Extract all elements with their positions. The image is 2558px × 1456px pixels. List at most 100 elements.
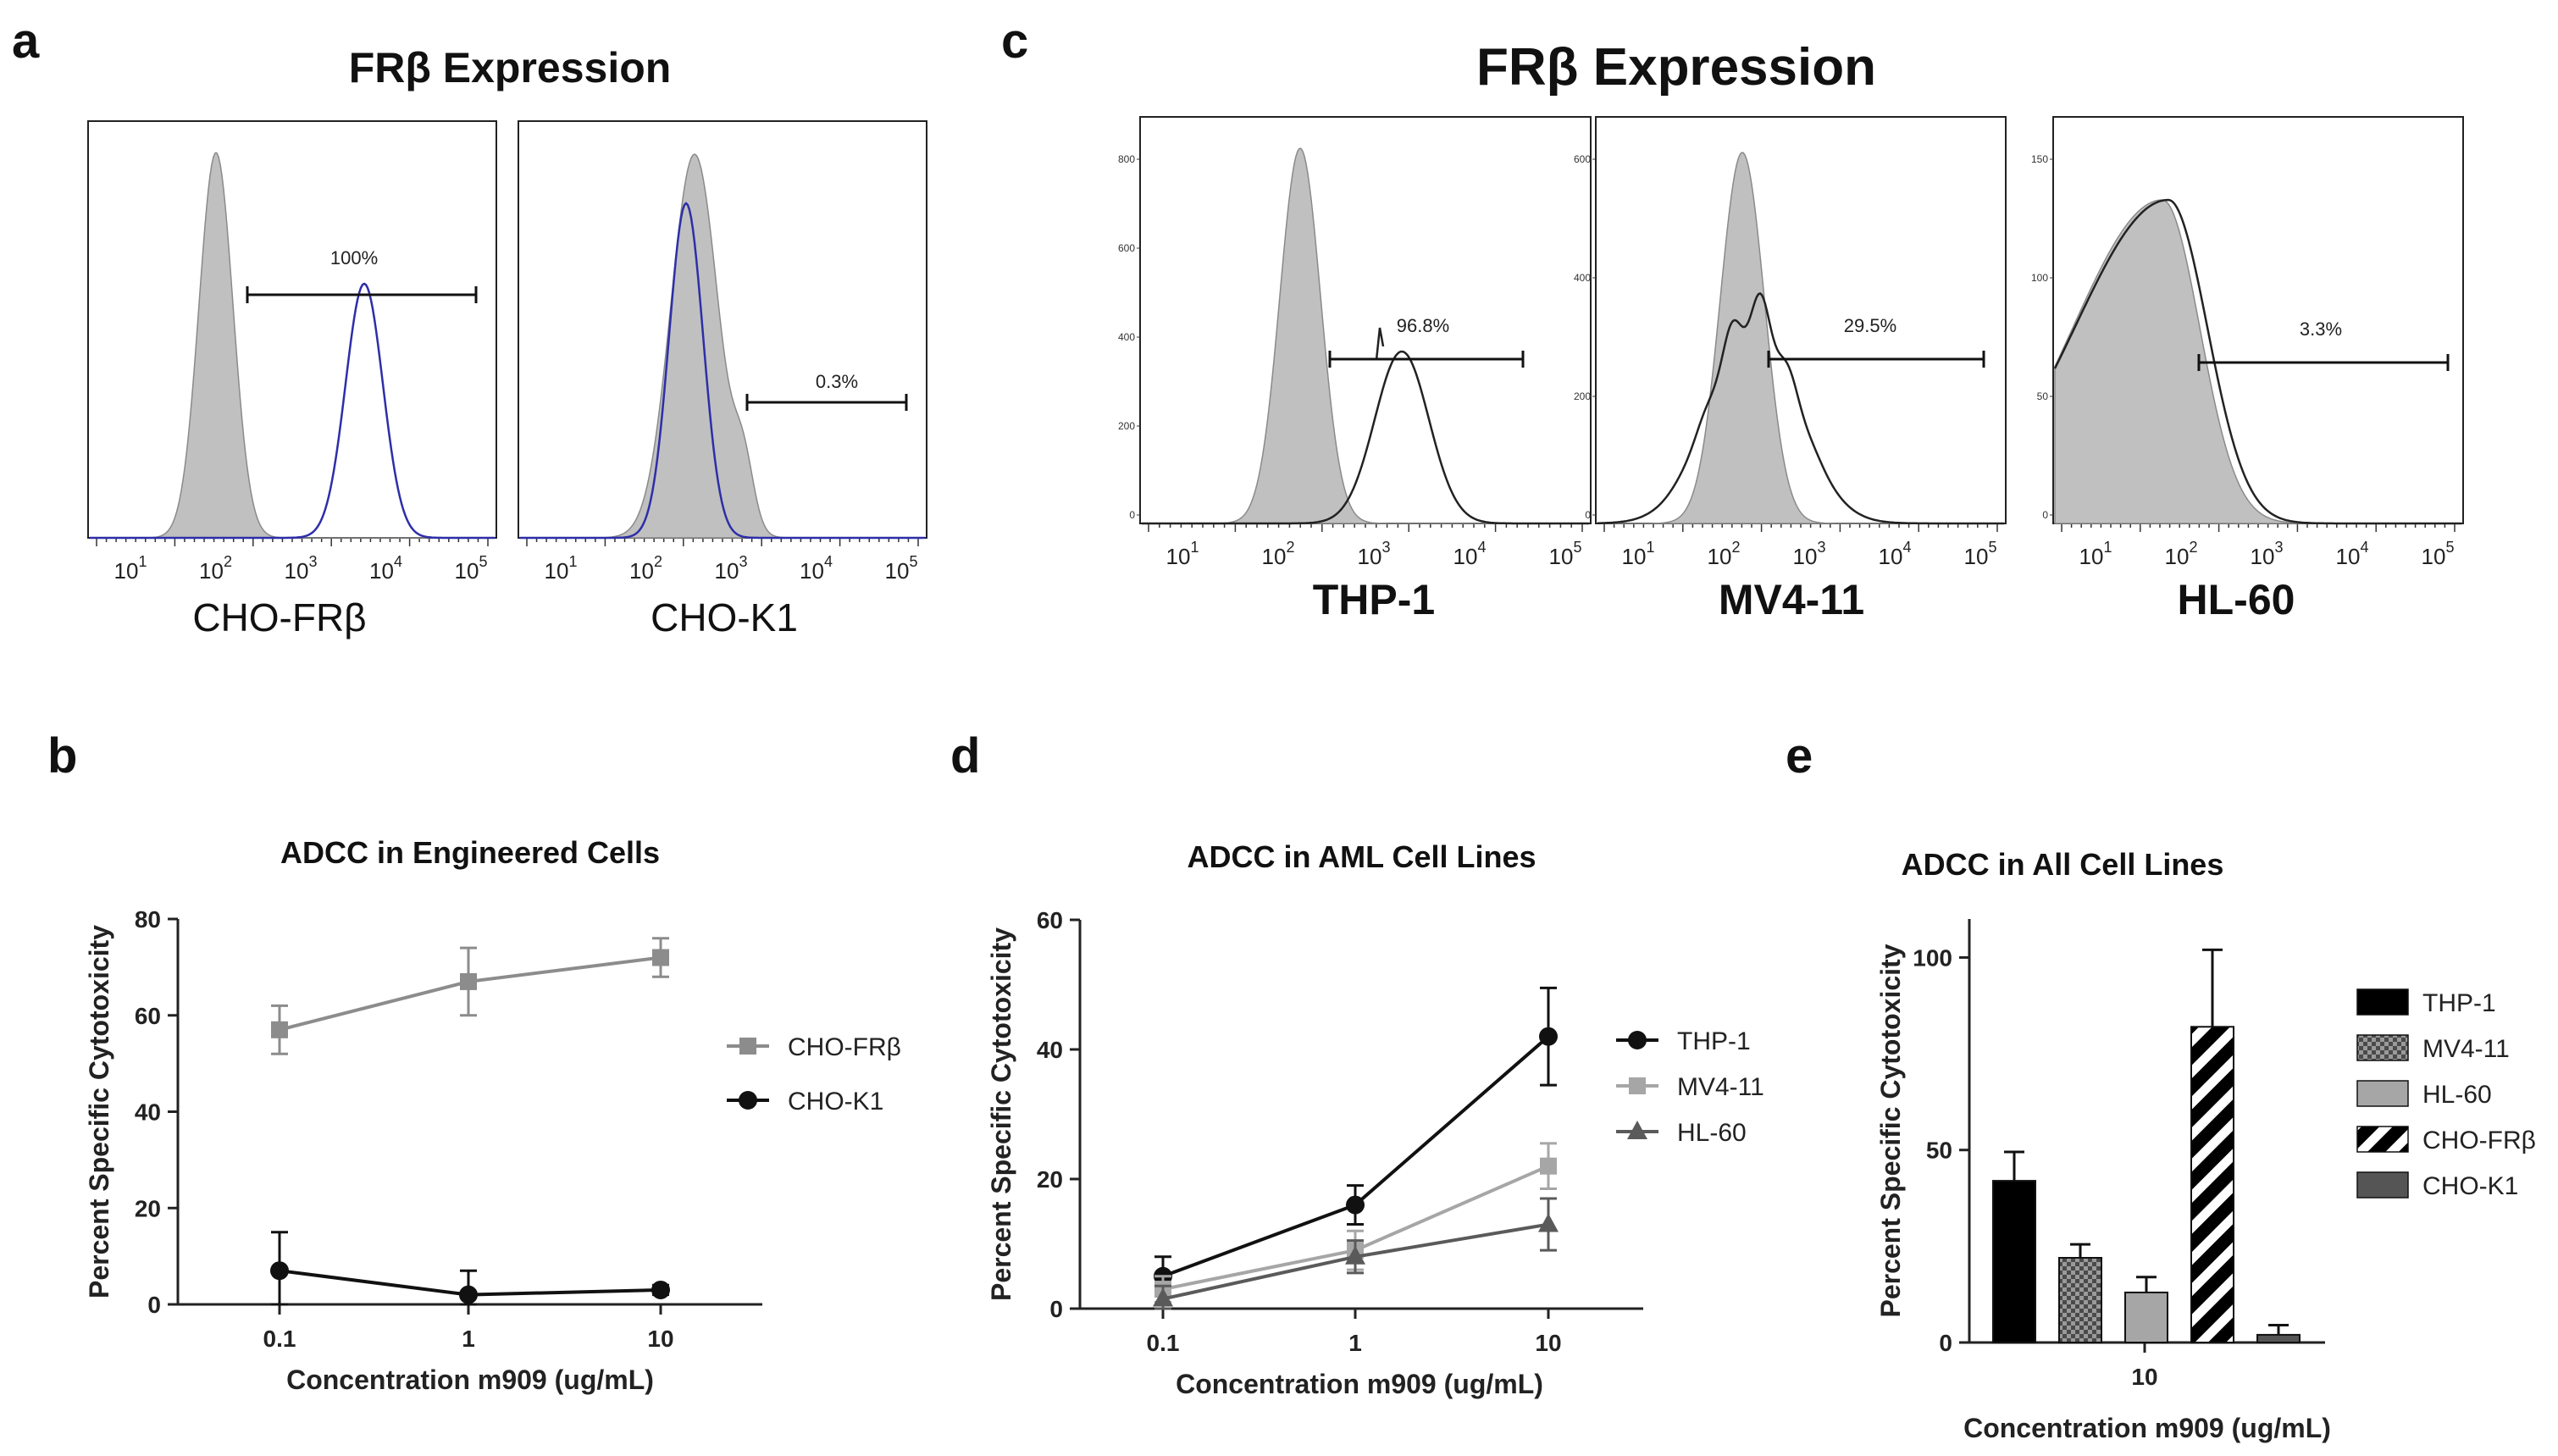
panel-label-c: c xyxy=(1001,14,1028,69)
y-tick-label: 600 xyxy=(1574,153,1591,165)
x-tick-label: 103 xyxy=(2251,539,2284,569)
y-tick-label: 0 xyxy=(147,1292,161,1318)
x-tick-exponent: 3 xyxy=(1381,539,1390,556)
x-tick-exponent: 2 xyxy=(224,553,232,570)
data-point xyxy=(1153,1287,1173,1307)
x-tick-label: 105 xyxy=(885,553,918,584)
data-point xyxy=(271,1021,288,1038)
series-CHO-K1: CHO-K1 xyxy=(270,1088,883,1306)
x-tick-exponent: 1 xyxy=(1646,539,1654,556)
legend-marker xyxy=(1629,1077,1646,1094)
y-tick-label: 80 xyxy=(135,906,161,933)
legend-label: THP-1 xyxy=(1677,1027,1751,1055)
x-tick-exponent: 3 xyxy=(2274,539,2283,556)
legend-swatch xyxy=(2356,1126,2409,1153)
y-tick-label: 60 xyxy=(1037,907,1063,933)
y-axis-label: Percent Specific Cytotoxicity xyxy=(986,927,1016,1301)
legend-marker xyxy=(739,1038,756,1055)
x-tick-label: 10 xyxy=(2131,1364,2157,1390)
panel-label-b: b xyxy=(47,728,77,783)
x-tick-label: 0.1 xyxy=(263,1326,296,1352)
stained-histogram xyxy=(2053,198,2461,525)
x-axis-label: Concentration m909 (ug/mL) xyxy=(1176,1369,1543,1399)
x-tick-exponent: 1 xyxy=(2103,539,2112,556)
stained-histogram-spike xyxy=(1375,327,1385,361)
x-tick-label: 102 xyxy=(1262,539,1295,569)
x-tick-label: 0.1 xyxy=(1147,1330,1180,1356)
y-tick-label: 50 xyxy=(2037,390,2049,402)
y-tick-label: 200 xyxy=(1118,420,1135,432)
x-axis-label: Concentration m909 (ug/mL) xyxy=(1963,1413,2331,1443)
x-tick-label: 105 xyxy=(2422,539,2455,569)
chart-title: ADCC in All Cell Lines xyxy=(1902,847,2224,882)
x-tick-exponent: 1 xyxy=(1190,539,1199,556)
x-tick-label: 103 xyxy=(715,553,748,584)
x-tick-label: 103 xyxy=(285,553,318,584)
x-tick-exponent: 4 xyxy=(394,553,402,570)
bar xyxy=(2256,1333,2301,1343)
x-tick-label: 102 xyxy=(199,553,232,584)
gate-percent-label: 0.3% xyxy=(816,371,858,392)
stained-histogram xyxy=(1142,350,1589,525)
x-tick-label: 103 xyxy=(1793,539,1826,569)
x-tick-label: 104 xyxy=(1879,539,1912,569)
panel-label-e: e xyxy=(1786,728,1813,783)
panel-label-a: a xyxy=(12,14,40,69)
x-tick-label: 105 xyxy=(1964,539,1997,569)
legend-label: MV4-11 xyxy=(2422,1035,2510,1063)
x-tick-exponent: 1 xyxy=(568,553,577,570)
x-tick-label: 102 xyxy=(629,553,662,584)
x-tick-label: 104 xyxy=(1453,539,1487,569)
histogram-frame xyxy=(1139,116,1592,524)
legend-label: HL-60 xyxy=(1677,1119,1747,1147)
legend-marker xyxy=(1628,1031,1647,1049)
bar-HL-60: HL-60 xyxy=(2124,1080,2492,1343)
histogram-2: 0.3% 101 102 103 104 105 CHO-K1 xyxy=(518,120,927,639)
x-tick-label: 101 xyxy=(545,553,578,584)
series-THP-1: THP-1 xyxy=(1154,986,1751,1298)
x-tick-label: 10 xyxy=(647,1326,673,1352)
y-tick-label: 20 xyxy=(135,1195,161,1221)
x-tick-exponent: 3 xyxy=(739,553,747,570)
bar-CHO-K1: CHO-K1 xyxy=(2256,1171,2518,1343)
y-tick-label: 800 xyxy=(1118,153,1135,165)
chart-adcc-aml: 0 20 40 60 0.1 1 10 ADCC in AML Cell Lines Conce… xyxy=(986,839,1764,1399)
x-tick-label: 1 xyxy=(1348,1330,1362,1356)
bar-CHO-FRβ: CHO-FRβ xyxy=(2190,948,2536,1343)
y-tick-label: 0 xyxy=(1129,509,1135,521)
legend-label: CHO-K1 xyxy=(788,1088,883,1116)
data-point xyxy=(1539,1027,1558,1046)
legend-marker xyxy=(739,1091,757,1110)
cell-line-label: CHO-FRβ xyxy=(192,595,366,639)
y-tick-label: 0 xyxy=(2042,509,2048,521)
legend-label: CHO-K1 xyxy=(2422,1172,2518,1200)
x-tick-exponent: 3 xyxy=(1817,539,1825,556)
data-point xyxy=(1346,1195,1365,1215)
bar xyxy=(2190,1026,2234,1343)
x-tick-exponent: 5 xyxy=(479,553,487,570)
x-tick-label: 105 xyxy=(1549,539,1582,569)
stained-histogram xyxy=(520,202,925,540)
x-tick-exponent: 4 xyxy=(2360,539,2368,556)
x-tick-exponent: 4 xyxy=(824,553,833,570)
data-point xyxy=(651,1280,670,1299)
y-tick-label: 400 xyxy=(1118,331,1135,343)
x-tick-exponent: 2 xyxy=(1286,539,1294,556)
series-CHO-FRβ: CHO-FRβ xyxy=(271,937,901,1061)
x-tick-label: 105 xyxy=(455,553,488,584)
legend-swatch xyxy=(2356,988,2409,1016)
data-point xyxy=(270,1261,289,1281)
gate-percent-label: 96.8% xyxy=(1397,315,1449,336)
x-axis-label: Concentration m909 (ug/mL) xyxy=(286,1365,654,1395)
bar xyxy=(2124,1291,2168,1343)
legend-swatch xyxy=(2356,1080,2409,1107)
y-tick-label: 50 xyxy=(1926,1138,1952,1164)
x-tick-exponent: 5 xyxy=(1988,539,1996,556)
legend-label: THP-1 xyxy=(2422,989,2496,1017)
x-tick-label: 104 xyxy=(800,553,833,584)
x-tick-label: 104 xyxy=(2336,539,2369,569)
data-point xyxy=(1345,1245,1365,1265)
